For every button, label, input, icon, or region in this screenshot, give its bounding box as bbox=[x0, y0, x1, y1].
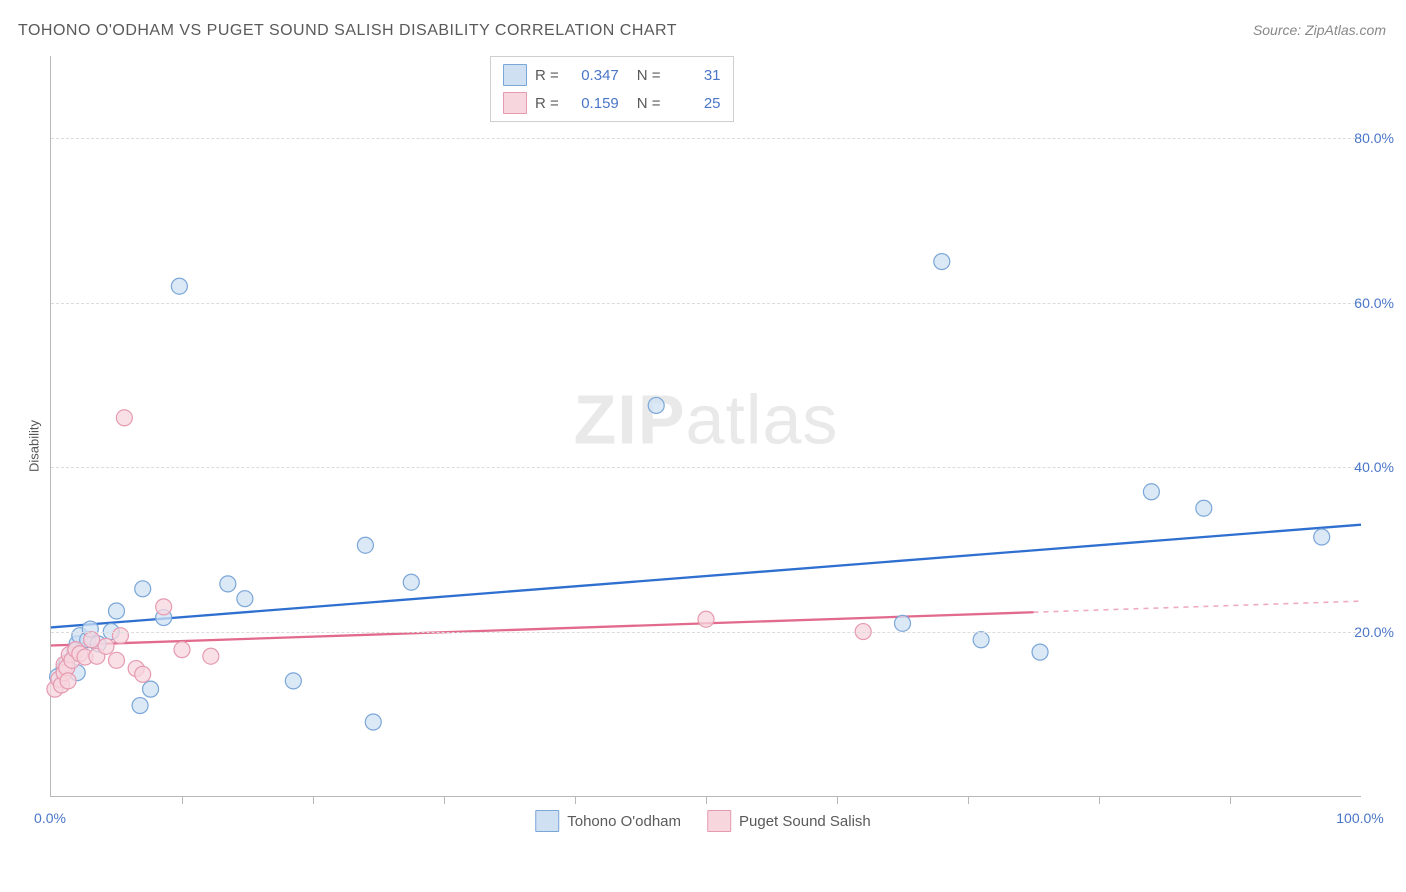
point-salish bbox=[60, 673, 76, 689]
x-tick bbox=[706, 796, 707, 804]
x-tick-label: 100.0% bbox=[1336, 810, 1383, 826]
stat-r-label: R = bbox=[535, 95, 559, 112]
gridline-h bbox=[51, 303, 1361, 304]
point-tohono bbox=[1143, 484, 1159, 500]
gridline-h bbox=[51, 138, 1361, 139]
point-tohono bbox=[357, 537, 373, 553]
source-attribution: Source: ZipAtlas.com bbox=[1253, 22, 1386, 38]
stats-row-tohono: R = 0.347 N = 31 bbox=[491, 61, 733, 89]
legend-label: Tohono O'odham bbox=[567, 813, 681, 830]
legend-label: Puget Sound Salish bbox=[739, 813, 871, 830]
y-tick-label: 20.0% bbox=[1354, 624, 1394, 640]
point-tohono bbox=[648, 397, 664, 413]
x-tick bbox=[1099, 796, 1100, 804]
point-tohono bbox=[237, 591, 253, 607]
x-tick-label: 0.0% bbox=[34, 810, 66, 826]
chart-title: TOHONO O'ODHAM VS PUGET SOUND SALISH DIS… bbox=[18, 22, 677, 40]
x-tick bbox=[182, 796, 183, 804]
series-legend: Tohono O'odham Puget Sound Salish bbox=[535, 810, 871, 832]
point-salish bbox=[174, 642, 190, 658]
stat-r-value: 0.159 bbox=[567, 95, 619, 112]
point-salish bbox=[84, 632, 100, 648]
x-tick bbox=[968, 796, 969, 804]
regression-line-salish bbox=[51, 612, 1034, 645]
stats-row-salish: R = 0.159 N = 25 bbox=[491, 89, 733, 117]
point-tohono bbox=[365, 714, 381, 730]
plot-area: ZIPatlas bbox=[50, 56, 1361, 797]
stat-r-label: R = bbox=[535, 67, 559, 84]
swatch-tohono bbox=[535, 810, 559, 832]
x-tick bbox=[575, 796, 576, 804]
x-tick bbox=[837, 796, 838, 804]
regression-line-dashed-salish bbox=[1034, 601, 1362, 612]
point-salish bbox=[109, 652, 125, 668]
stat-r-value: 0.347 bbox=[567, 67, 619, 84]
point-salish bbox=[156, 599, 172, 615]
point-salish bbox=[135, 666, 151, 682]
y-axis-label: Disability bbox=[27, 420, 42, 472]
point-tohono bbox=[171, 278, 187, 294]
swatch-salish bbox=[707, 810, 731, 832]
point-tohono bbox=[135, 581, 151, 597]
legend-item-salish: Puget Sound Salish bbox=[707, 810, 871, 832]
swatch-salish bbox=[503, 92, 527, 114]
point-tohono bbox=[285, 673, 301, 689]
stat-n-label: N = bbox=[637, 67, 661, 84]
point-tohono bbox=[973, 632, 989, 648]
point-tohono bbox=[895, 615, 911, 631]
point-tohono bbox=[132, 698, 148, 714]
point-salish bbox=[698, 611, 714, 627]
point-tohono bbox=[109, 603, 125, 619]
point-tohono bbox=[1196, 500, 1212, 516]
y-tick-label: 60.0% bbox=[1354, 295, 1394, 311]
x-tick bbox=[444, 796, 445, 804]
point-salish bbox=[203, 648, 219, 664]
x-tick bbox=[313, 796, 314, 804]
legend-item-tohono: Tohono O'odham bbox=[535, 810, 681, 832]
x-tick bbox=[1230, 796, 1231, 804]
point-salish bbox=[116, 410, 132, 426]
point-salish bbox=[98, 638, 114, 654]
stats-legend-box: R = 0.347 N = 31 R = 0.159 N = 25 bbox=[490, 56, 734, 122]
gridline-h bbox=[51, 632, 1361, 633]
point-tohono bbox=[403, 574, 419, 590]
stat-n-value: 25 bbox=[669, 95, 721, 112]
point-tohono bbox=[143, 681, 159, 697]
stat-n-value: 31 bbox=[669, 67, 721, 84]
point-tohono bbox=[934, 254, 950, 270]
y-tick-label: 80.0% bbox=[1354, 130, 1394, 146]
point-tohono bbox=[1032, 644, 1048, 660]
y-tick-label: 40.0% bbox=[1354, 459, 1394, 475]
scatter-svg bbox=[51, 56, 1361, 796]
point-salish bbox=[112, 628, 128, 644]
point-tohono bbox=[1314, 529, 1330, 545]
stat-n-label: N = bbox=[637, 95, 661, 112]
point-tohono bbox=[220, 576, 236, 592]
gridline-h bbox=[51, 467, 1361, 468]
swatch-tohono bbox=[503, 64, 527, 86]
